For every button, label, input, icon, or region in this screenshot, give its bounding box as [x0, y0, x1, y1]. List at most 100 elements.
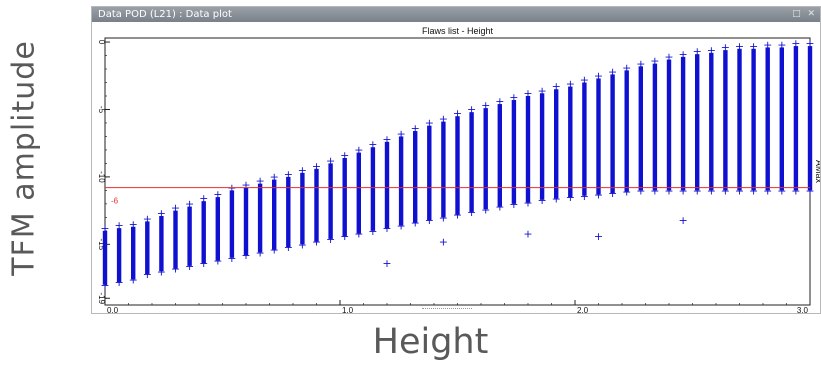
data-column [286, 176, 291, 248]
data-column [328, 163, 333, 239]
data-point: + [439, 113, 448, 126]
data-point: + [791, 37, 800, 50]
data-column [610, 74, 615, 194]
data-point: + [777, 184, 786, 197]
data-point: + [157, 265, 166, 278]
data-point: + [664, 184, 673, 197]
data-column [229, 190, 235, 258]
data-point: + [439, 211, 448, 224]
data-column [723, 50, 728, 191]
data-column [483, 108, 488, 210]
data-point: + [749, 184, 758, 197]
data-point: + [171, 263, 180, 276]
right-axis-label: AMax [814, 160, 820, 184]
data-point: + [368, 138, 377, 151]
data-point: + [354, 144, 363, 157]
data-point: + [636, 184, 645, 197]
data-column [497, 104, 502, 207]
data-column [300, 172, 305, 245]
data-point: + [270, 244, 279, 257]
data-column [765, 47, 770, 191]
data-point: + [157, 207, 166, 220]
data-point: + [284, 168, 293, 181]
data-point: + [382, 133, 391, 146]
data-column [159, 216, 164, 272]
data-point: + [481, 99, 490, 112]
data-column [427, 125, 432, 221]
x-axis-title-text: Height [372, 322, 489, 362]
data-point: + [622, 61, 631, 74]
data-point: + [495, 201, 504, 214]
outlier-point: + [382, 257, 391, 270]
data-point: + [411, 122, 420, 135]
data-point: + [678, 48, 687, 61]
data-column [779, 47, 784, 191]
y-tick-label: -15 [97, 239, 106, 251]
data-column [102, 230, 108, 285]
data-point: + [100, 279, 109, 292]
window-titlebar[interactable]: Data POD (L21) : Data plot □ ✕ [92, 7, 820, 22]
data-point: + [143, 212, 152, 225]
data-point: + [185, 198, 194, 211]
data-column [413, 131, 418, 223]
data-point: + [523, 87, 532, 100]
data-column [257, 183, 263, 253]
outlier-point: + [678, 214, 687, 227]
data-point: + [340, 230, 349, 243]
data-point: + [143, 268, 152, 281]
data-point: + [199, 257, 208, 270]
data-point: + [411, 217, 420, 230]
data-column [695, 54, 700, 191]
data-point: + [326, 233, 335, 246]
data-point: + [326, 154, 335, 167]
data-point: + [537, 84, 546, 97]
data-point: + [721, 41, 730, 54]
data-point: + [453, 209, 462, 222]
data-point: + [721, 184, 730, 197]
data-point: + [284, 241, 293, 254]
data-point: + [255, 246, 264, 259]
data-column [441, 121, 446, 218]
data-point: + [129, 273, 138, 286]
y-tick-label: -10 [97, 171, 106, 183]
data-point: + [594, 188, 603, 201]
x-tick-label: 1.0 [342, 306, 354, 313]
data-point: + [481, 203, 490, 216]
outlier-point: + [439, 236, 448, 249]
x-tick-label: 0.0 [107, 306, 119, 313]
data-point: + [566, 78, 575, 91]
data-point: + [312, 160, 321, 173]
threshold-label: -6 [111, 197, 119, 206]
data-point: + [453, 107, 462, 120]
data-point: + [382, 222, 391, 235]
data-point: + [241, 249, 250, 262]
data-column [596, 78, 601, 195]
x-tick-label: 2.0 [577, 306, 589, 313]
data-point: + [467, 103, 476, 116]
chart-title: Flaws list - Height [422, 26, 494, 36]
x-axis-title: Height [0, 322, 821, 362]
data-point: + [664, 51, 673, 64]
data-column [624, 70, 629, 192]
data-point: + [396, 127, 405, 140]
data-point: + [185, 260, 194, 273]
data-point: + [509, 91, 518, 104]
data-column [187, 206, 192, 266]
data-point: + [580, 74, 589, 87]
data-point: + [791, 184, 800, 197]
plot-area[interactable]: Flaws list - Height AMax 0.0 1.0 2.0 3.0 0 -5 -1… [92, 22, 820, 313]
data-point: + [693, 184, 702, 197]
data-point: + [552, 192, 561, 205]
data-point: + [509, 198, 518, 211]
data-column [272, 179, 277, 250]
data-column [145, 221, 150, 274]
data-point: + [707, 184, 716, 197]
resize-grip-icon[interactable] [422, 308, 472, 312]
x-tick-label: 3.0 [797, 306, 809, 313]
data-point: + [114, 276, 123, 289]
data-column [554, 89, 559, 199]
data-column [807, 46, 813, 191]
window-controls-icon[interactable]: □ ✕ [792, 9, 817, 19]
data-point: + [495, 95, 504, 108]
data-point: + [763, 38, 772, 51]
